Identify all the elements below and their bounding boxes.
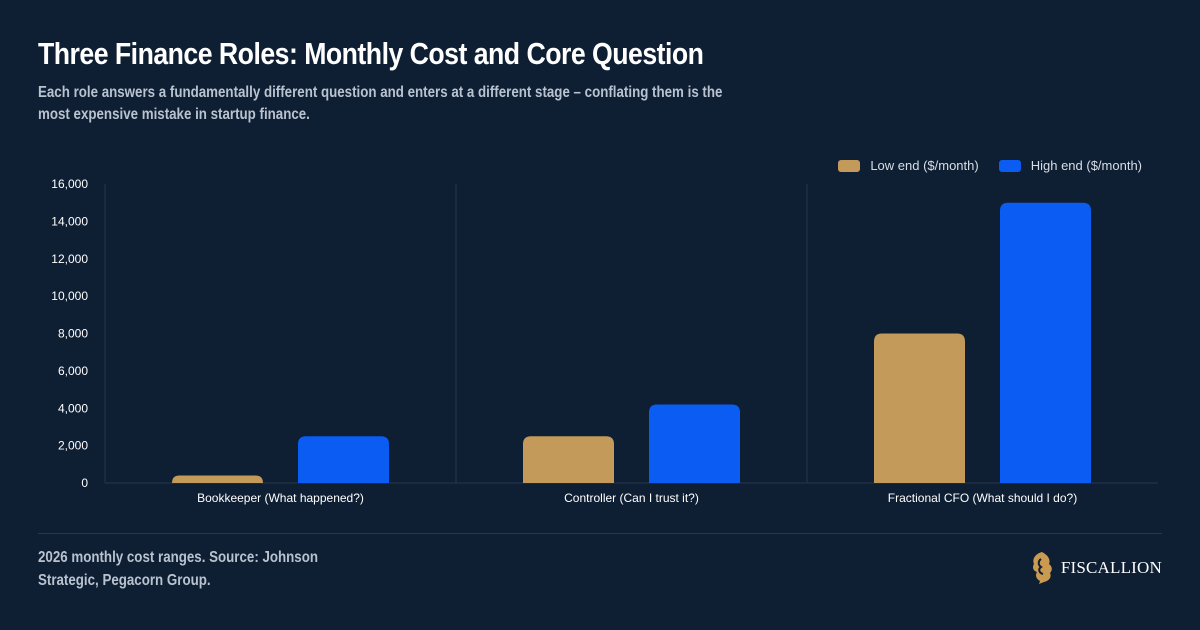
y-tick-label: 14,000 <box>51 214 88 228</box>
bar-low <box>874 333 965 483</box>
chart-subtitle: Each role answers a fundamentally differ… <box>38 84 723 123</box>
x-tick-label: Fractional CFO (What should I do?) <box>888 491 1077 505</box>
y-tick-label: 2,000 <box>58 439 88 453</box>
y-tick-label: 4,000 <box>58 401 88 415</box>
brand-name: FISCALLION <box>1060 558 1162 577</box>
chart-title: Three Finance Roles: Monthly Cost and Co… <box>38 36 704 71</box>
bar-high <box>1000 202 1091 483</box>
y-tick-label: 10,000 <box>51 289 88 303</box>
y-tick-label: 6,000 <box>58 364 88 378</box>
brand: FISCALLION <box>1029 551 1162 585</box>
bar-high <box>298 436 389 483</box>
bar-high <box>649 404 740 483</box>
lion-icon <box>1032 552 1052 584</box>
y-tick-label: 0 <box>81 476 88 490</box>
source-note: 2026 monthly cost ranges. Source: Johnso… <box>38 549 319 589</box>
legend-swatch-high <box>998 159 1021 172</box>
y-tick-label: 12,000 <box>51 252 88 266</box>
legend-label-high: High end ($/month) <box>1030 158 1142 173</box>
legend-label-low: Low end ($/month) <box>870 158 979 173</box>
y-tick-label: 16,000 <box>51 177 88 191</box>
legend-swatch-low <box>838 159 861 172</box>
legend-item-high: High end ($/month) <box>998 158 1142 173</box>
legend-item-low: Low end ($/month) <box>838 158 979 173</box>
footer-divider <box>38 533 1162 534</box>
x-tick-label: Controller (Can I trust it?) <box>564 491 699 505</box>
x-tick-label: Bookkeeper (What happened?) <box>197 491 364 505</box>
bar-low <box>172 475 263 483</box>
legend: Low end ($/month) High end ($/month) <box>838 158 1142 173</box>
y-tick-label: 8,000 <box>58 327 88 341</box>
bar-low <box>523 436 614 483</box>
